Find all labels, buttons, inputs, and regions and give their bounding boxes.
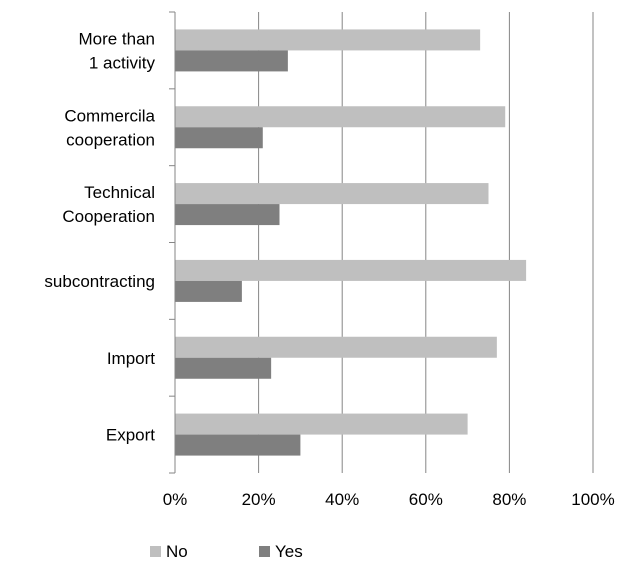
bar-yes bbox=[175, 280, 242, 302]
category-label: Commercila cooperation bbox=[64, 106, 155, 149]
category-label: More than 1 activity bbox=[78, 29, 155, 72]
bar-yes bbox=[175, 127, 263, 149]
bar-no bbox=[175, 336, 497, 358]
legend-label-yes: Yes bbox=[275, 542, 303, 561]
bar-yes bbox=[175, 50, 288, 72]
x-tick-labels: 0% 20% 40% 60% 80% 100% bbox=[163, 490, 615, 509]
bar-yes bbox=[175, 434, 301, 456]
x-tick-label: 100% bbox=[571, 490, 614, 509]
gridlines bbox=[258, 12, 594, 473]
bar-no bbox=[175, 183, 489, 205]
bars bbox=[175, 29, 527, 456]
legend: No Yes bbox=[150, 542, 303, 561]
legend-swatch-no bbox=[150, 546, 161, 557]
category-label: Import bbox=[107, 349, 155, 368]
x-tick-label: 60% bbox=[409, 490, 443, 509]
bar-no bbox=[175, 259, 527, 281]
x-tick-label: 20% bbox=[242, 490, 276, 509]
category-labels: Export Import subcontracting Technical Coope… bbox=[44, 29, 155, 444]
axes bbox=[169, 11, 176, 474]
bar-yes bbox=[175, 204, 280, 226]
bar-no bbox=[175, 106, 506, 128]
bar-yes bbox=[175, 357, 272, 379]
legend-swatch-yes bbox=[259, 546, 270, 557]
category-label: subcontracting bbox=[44, 272, 155, 291]
bar-no bbox=[175, 413, 468, 435]
category-label: Technical Cooperation bbox=[62, 183, 155, 226]
category-label: Export bbox=[106, 426, 155, 445]
x-tick-label: 0% bbox=[163, 490, 188, 509]
x-tick-label: 40% bbox=[325, 490, 359, 509]
bar-no bbox=[175, 29, 481, 51]
legend-label-no: No bbox=[166, 542, 188, 561]
x-tick-label: 80% bbox=[492, 490, 526, 509]
